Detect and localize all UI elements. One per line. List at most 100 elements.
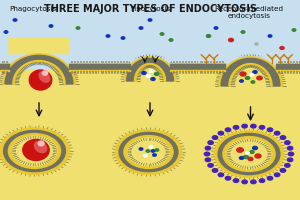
Circle shape	[4, 130, 65, 172]
Ellipse shape	[39, 72, 50, 82]
Circle shape	[242, 180, 247, 184]
Polygon shape	[134, 64, 166, 81]
Circle shape	[124, 136, 173, 168]
Circle shape	[242, 124, 247, 128]
Circle shape	[280, 47, 284, 49]
Circle shape	[208, 141, 213, 144]
Polygon shape	[229, 64, 272, 86]
Polygon shape	[9, 38, 69, 84]
Circle shape	[233, 126, 239, 129]
Circle shape	[244, 155, 248, 159]
Circle shape	[248, 157, 253, 161]
Circle shape	[155, 149, 159, 151]
Text: Receptor-mediated
endocytosis: Receptor-mediated endocytosis	[214, 6, 284, 19]
Circle shape	[250, 151, 254, 153]
Circle shape	[233, 179, 239, 182]
Circle shape	[267, 176, 273, 180]
Circle shape	[139, 148, 143, 150]
Circle shape	[169, 39, 173, 41]
Ellipse shape	[23, 140, 49, 160]
Ellipse shape	[29, 70, 52, 90]
Circle shape	[0, 128, 69, 174]
Circle shape	[239, 157, 244, 159]
Circle shape	[76, 27, 80, 29]
Circle shape	[119, 132, 178, 172]
Circle shape	[208, 164, 213, 167]
Circle shape	[268, 35, 272, 37]
Circle shape	[153, 154, 156, 156]
Circle shape	[267, 128, 273, 132]
Circle shape	[218, 173, 224, 177]
Circle shape	[259, 179, 265, 182]
Circle shape	[274, 131, 280, 135]
Circle shape	[148, 19, 152, 21]
Circle shape	[151, 150, 155, 152]
Circle shape	[8, 134, 61, 168]
Circle shape	[149, 146, 153, 148]
Circle shape	[241, 31, 245, 33]
Circle shape	[139, 27, 143, 29]
Text: THREE MAJOR TYPES OF ENDOCYTOSIS: THREE MAJOR TYPES OF ENDOCYTOSIS	[44, 4, 256, 14]
Circle shape	[12, 136, 57, 166]
Circle shape	[144, 154, 147, 157]
Circle shape	[287, 158, 293, 162]
Circle shape	[212, 136, 218, 139]
Circle shape	[204, 152, 210, 156]
Circle shape	[121, 37, 125, 39]
Polygon shape	[9, 55, 69, 84]
Circle shape	[218, 133, 280, 175]
Circle shape	[49, 25, 53, 27]
Circle shape	[106, 35, 110, 37]
Circle shape	[285, 141, 290, 144]
Circle shape	[253, 146, 257, 150]
Polygon shape	[13, 61, 65, 84]
Circle shape	[154, 73, 159, 75]
Circle shape	[227, 139, 271, 169]
Circle shape	[251, 81, 255, 83]
Circle shape	[115, 130, 182, 174]
Circle shape	[128, 138, 169, 166]
Circle shape	[240, 80, 243, 82]
Circle shape	[251, 124, 256, 128]
Circle shape	[240, 72, 246, 76]
Polygon shape	[130, 59, 170, 81]
Circle shape	[149, 70, 154, 72]
Polygon shape	[221, 58, 280, 86]
Polygon shape	[225, 61, 276, 86]
Circle shape	[205, 146, 211, 150]
Circle shape	[160, 33, 164, 35]
Circle shape	[146, 75, 151, 77]
Circle shape	[257, 76, 262, 80]
Polygon shape	[5, 55, 73, 84]
Circle shape	[253, 71, 257, 73]
Circle shape	[274, 173, 280, 177]
Circle shape	[245, 77, 250, 79]
Circle shape	[13, 19, 17, 21]
Circle shape	[225, 176, 231, 180]
Circle shape	[4, 31, 8, 33]
Circle shape	[146, 150, 150, 152]
Circle shape	[255, 43, 258, 45]
Circle shape	[205, 158, 211, 162]
Polygon shape	[3, 54, 75, 84]
Circle shape	[142, 72, 146, 74]
Circle shape	[212, 169, 218, 172]
Circle shape	[246, 152, 249, 154]
Circle shape	[259, 126, 265, 129]
Polygon shape	[225, 57, 276, 86]
Ellipse shape	[42, 71, 48, 75]
Ellipse shape	[38, 141, 44, 146]
Circle shape	[225, 128, 231, 132]
Circle shape	[287, 146, 293, 150]
Circle shape	[255, 154, 261, 158]
Circle shape	[214, 27, 218, 29]
Circle shape	[214, 131, 284, 177]
Circle shape	[250, 74, 254, 76]
Polygon shape	[127, 58, 173, 81]
Circle shape	[206, 35, 211, 37]
Circle shape	[151, 78, 155, 80]
Circle shape	[218, 131, 224, 135]
Circle shape	[280, 136, 286, 139]
Circle shape	[237, 148, 243, 152]
Circle shape	[251, 180, 256, 184]
